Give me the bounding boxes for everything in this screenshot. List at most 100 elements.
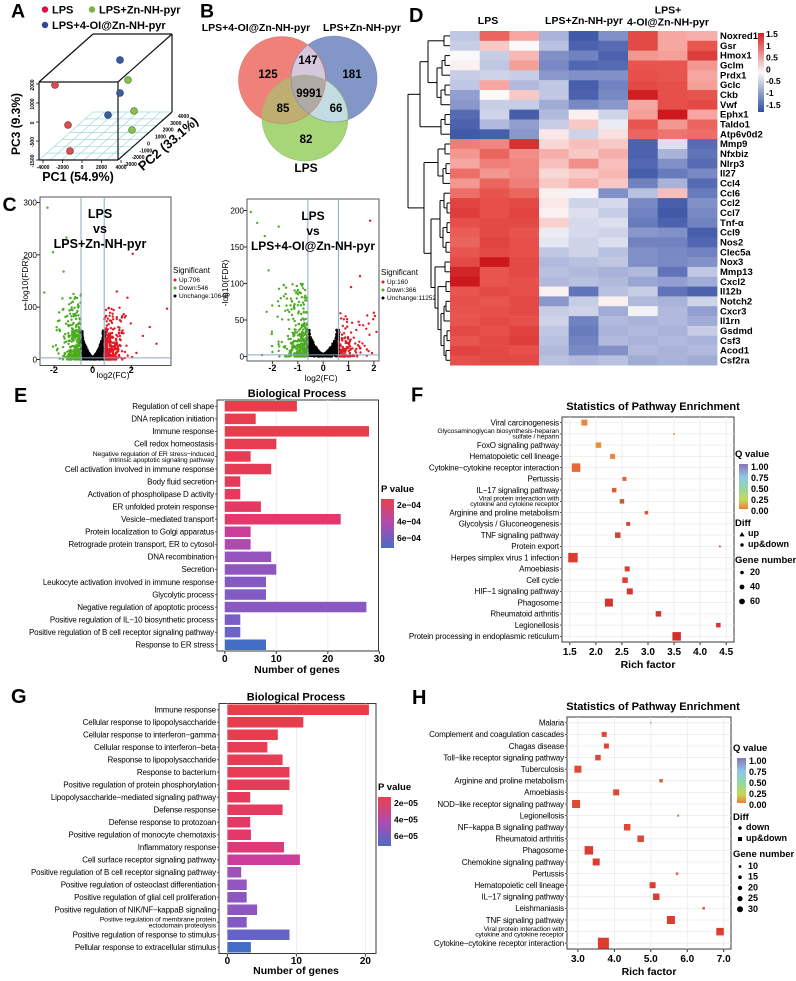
svg-text:Secretion: Secretion	[182, 565, 214, 574]
svg-text:Chagas disease: Chagas disease	[509, 742, 565, 751]
svg-text:B: B	[200, 1, 214, 23]
svg-text:Up:706: Up:706	[179, 277, 200, 284]
svg-text:0.00: 0.00	[749, 800, 767, 810]
svg-text:LPS+Zn-NH-pyr: LPS+Zn-NH-pyr	[545, 15, 623, 27]
svg-text:PC1 (54.9%): PC1 (54.9%)	[42, 170, 114, 184]
svg-text:LPS+Zn-NH-pyr: LPS+Zn-NH-pyr	[323, 22, 401, 34]
svg-text:1: 1	[346, 363, 351, 373]
svg-text:Prdx1: Prdx1	[720, 70, 747, 81]
svg-text:log2(FC): log2(FC)	[304, 373, 337, 383]
svg-text:Response to bacterium: Response to bacterium	[137, 768, 217, 777]
svg-text:LPS+4-OI@Zn-NH-pyr: LPS+4-OI@Zn-NH-pyr	[251, 239, 375, 253]
svg-text:Chemokine signaling pathway: Chemokine signaling pathway	[462, 858, 564, 867]
svg-text:Positive regulation of osteocl: Positive regulation of osteoclast differ…	[61, 881, 216, 890]
svg-text:cytokine and cytokine receptor: cytokine and cytokine receptor	[475, 931, 565, 938]
svg-text:G: G	[11, 686, 27, 708]
svg-text:Gene number: Gene number	[735, 555, 796, 566]
svg-text:Response to lipopolysaccharide: Response to lipopolysaccharide	[108, 756, 217, 765]
svg-text:Unchange:10646: Unchange:10646	[179, 293, 229, 300]
svg-text:50: 50	[235, 316, 245, 325]
svg-text:-2: -2	[50, 365, 58, 375]
svg-text:IL−17 signaling pathway: IL−17 signaling pathway	[481, 893, 564, 902]
svg-text:IL−17 signaling pathway: IL−17 signaling pathway	[476, 486, 559, 495]
svg-text:Gene number: Gene number	[733, 849, 795, 860]
svg-text:4.0: 4.0	[693, 647, 707, 658]
svg-text:Pellular response to extracell: Pellular response to extracellular stimu…	[75, 943, 216, 952]
svg-text:-log10(FDR): -log10(FDR)	[220, 259, 230, 306]
svg-text:Lipopolysaccharide−mediated si: Lipopolysaccharide−mediated signaling pa…	[51, 793, 216, 802]
svg-text:20: 20	[748, 882, 758, 892]
svg-text:40: 40	[750, 582, 760, 592]
svg-text:0.25: 0.25	[751, 495, 769, 505]
svg-text:Positive regulation of protein: Positive regulation of protein phosphory…	[63, 781, 216, 790]
svg-text:4000: 4000	[178, 114, 189, 120]
svg-text:F: F	[411, 385, 423, 407]
svg-text:4e−04: 4e−04	[397, 517, 421, 527]
svg-text:LPS+4-OI@Zn-NH-pyr: LPS+4-OI@Zn-NH-pyr	[202, 22, 311, 34]
svg-text:1.00: 1.00	[751, 462, 769, 472]
svg-text:Positive regulation of membran: Positive regulation of membrane protein	[100, 917, 217, 924]
svg-text:Csf2ra: Csf2ra	[720, 356, 750, 367]
svg-text:Amoebiasis: Amoebiasis	[519, 565, 559, 574]
svg-text:Down:546: Down:546	[179, 285, 209, 292]
svg-text:0.5: 0.5	[766, 53, 778, 63]
svg-text:Unchange:11252: Unchange:11252	[387, 295, 436, 302]
svg-text:2000: 2000	[163, 128, 174, 134]
svg-text:Tnf-α: Tnf-α	[720, 218, 744, 229]
svg-text:TNF signaling pathway: TNF signaling pathway	[481, 531, 559, 540]
svg-text:Glycosaminoglycan biosynthesis: Glycosaminoglycan biosynthesis-heparan	[437, 428, 559, 435]
svg-text:Il27: Il27	[720, 169, 736, 180]
svg-text:log2(FC): log2(FC)	[96, 370, 129, 380]
svg-text:0: 0	[147, 141, 150, 147]
svg-text:3.0: 3.0	[571, 954, 585, 965]
svg-text:Cytokine−cytokine receptor int: Cytokine−cytokine receptor interaction	[429, 463, 559, 472]
svg-text:4-OI@Zn-NH-pyr: 4-OI@Zn-NH-pyr	[627, 17, 709, 29]
svg-text:1.5: 1.5	[563, 647, 577, 658]
svg-text:Biological Process: Biological Process	[248, 388, 346, 400]
svg-text:Mmp13: Mmp13	[720, 267, 753, 278]
svg-text:9991: 9991	[296, 88, 322, 100]
svg-text:Statistics of Pathway Enrichme: Statistics of Pathway Enrichment	[566, 701, 740, 713]
svg-text:Il12b: Il12b	[720, 287, 742, 298]
svg-text:20: 20	[750, 567, 760, 577]
svg-text:Amoebiasis: Amoebiasis	[524, 788, 564, 797]
svg-text:3.0: 3.0	[641, 647, 655, 658]
svg-text:Ccl4: Ccl4	[720, 179, 741, 190]
svg-text:6e−04: 6e−04	[397, 533, 421, 543]
svg-text:Positive regulation of B cell: Positive regulation of B cell receptor s…	[29, 628, 214, 637]
svg-text:Vwf: Vwf	[720, 100, 738, 111]
svg-text:Csf3: Csf3	[720, 336, 741, 347]
svg-text:Legionellosis: Legionellosis	[515, 621, 559, 630]
svg-text:LPS: LPS	[52, 5, 73, 17]
svg-text:Malaria: Malaria	[539, 719, 565, 728]
svg-text:2000: 2000	[30, 79, 36, 90]
svg-text:2e−05: 2e−05	[394, 798, 418, 808]
svg-text:LPS: LPS	[478, 15, 498, 27]
svg-text:4.0: 4.0	[607, 954, 621, 965]
svg-text:Number of genes: Number of genes	[253, 965, 339, 977]
svg-text:0: 0	[32, 356, 37, 365]
svg-text:ER unfolded protein response: ER unfolded protein response	[112, 503, 214, 512]
svg-text:-1.5: -1.5	[766, 100, 781, 110]
svg-text:Viral protein interaction with: Viral protein interaction with	[479, 496, 560, 503]
svg-text:Pertussis: Pertussis	[532, 869, 564, 878]
svg-text:Negative regulation of ER stre: Negative regulation of ER stress−induced	[93, 451, 215, 458]
svg-text:Cellular response to interfero: Cellular response to interferon−beta	[94, 743, 217, 752]
svg-text:LPS: LPS	[301, 209, 324, 223]
svg-text:LPS+: LPS+	[655, 5, 682, 17]
svg-text:Response to ER stress: Response to ER stress	[135, 641, 214, 650]
svg-text:Nos2: Nos2	[720, 238, 743, 249]
svg-text:Acod1: Acod1	[720, 346, 750, 357]
svg-text:3000: 3000	[170, 121, 181, 127]
svg-text:Immune response: Immune response	[154, 706, 216, 715]
svg-text:E: E	[14, 385, 27, 407]
svg-text:NOD−like receptor signaling pa: NOD−like receptor signaling pathway	[437, 800, 564, 809]
svg-text:sulfate / heparin: sulfate / heparin	[512, 434, 559, 441]
svg-text:Vesicle−mediated transport: Vesicle−mediated transport	[121, 515, 215, 524]
svg-text:cytokine and cytokine receptor: cytokine and cytokine receptor	[470, 501, 560, 508]
svg-text:Regulation of cell shape: Regulation of cell shape	[132, 402, 214, 411]
svg-text:Nfxbiz: Nfxbiz	[720, 149, 749, 160]
svg-text:1.5: 1.5	[766, 29, 778, 39]
svg-text:-2: -2	[268, 363, 276, 373]
svg-text:7.0: 7.0	[717, 954, 731, 965]
